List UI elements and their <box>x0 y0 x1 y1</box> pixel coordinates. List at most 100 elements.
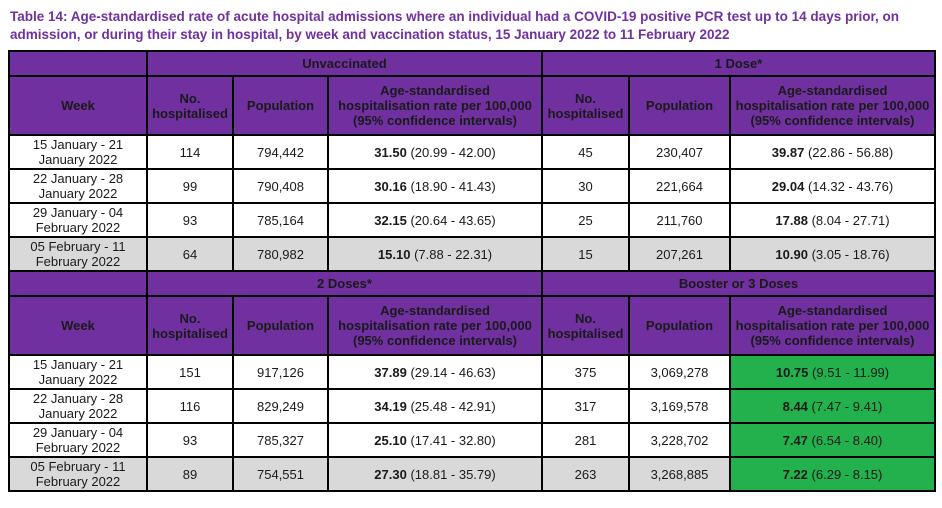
hospitalised-cell: 151 <box>146 354 234 390</box>
population-cell: 785,327 <box>232 422 329 458</box>
rate-value: 10.75 <box>775 364 809 380</box>
population-cell: 780,982 <box>232 236 329 272</box>
group-header-spacer <box>8 50 148 77</box>
population-cell: 794,442 <box>232 134 329 170</box>
rate-value: 15.10 <box>377 246 411 262</box>
rate-ci: (20.99 - 42.00) <box>410 144 496 160</box>
rate-ci: (9.51 - 11.99) <box>812 364 890 380</box>
group-header-spacer <box>8 270 148 297</box>
column-header-row-1: Week No. hospitalised Population Age-sta… <box>8 75 936 136</box>
hospitalised-cell: 317 <box>541 388 630 424</box>
rate-cell: 25.10 (17.41 - 32.80) <box>327 422 543 458</box>
rate-cell: 29.04 (14.32 - 43.76) <box>729 168 936 204</box>
col-header-population: Population <box>232 295 329 356</box>
hospitalised-cell: 99 <box>146 168 234 204</box>
table-row: 29 January - 04 February 2022 93 785,164… <box>8 202 936 238</box>
hospitalised-cell: 25 <box>541 202 630 238</box>
rate-cell: 10.90 (3.05 - 18.76) <box>729 236 936 272</box>
admissions-table: Unvaccinated 1 Dose* Week No. hospitalis… <box>8 50 936 492</box>
hospitalised-cell: 116 <box>146 388 234 424</box>
col-header-hospitalised: No. hospitalised <box>146 295 234 356</box>
population-cell: 207,261 <box>628 236 731 272</box>
rate-ci: (17.41 - 32.80) <box>410 432 496 448</box>
rate-cell-highlighted: 7.22 (6.29 - 8.15) <box>729 456 936 492</box>
hospitalised-cell: 93 <box>146 202 234 238</box>
rate-cell: 17.88 (8.04 - 27.71) <box>729 202 936 238</box>
rate-ci: (3.05 - 18.76) <box>811 246 890 262</box>
rate-ci: (20.64 - 43.65) <box>410 212 496 228</box>
week-cell: 22 January - 28 January 2022 <box>8 168 148 204</box>
group-header-row-2: 2 Doses* Booster or 3 Doses <box>8 270 936 297</box>
table-row: 15 January - 21 January 2022 151 917,126… <box>8 354 936 390</box>
population-cell: 3,069,278 <box>628 354 731 390</box>
group-header-2-doses: 2 Doses* <box>146 270 543 297</box>
rate-value: 27.30 <box>374 466 407 482</box>
rate-cell: 39.87 (22.86 - 56.88) <box>729 134 936 170</box>
table-row: 22 January - 28 January 2022 116 829,249… <box>8 388 936 424</box>
rate-value: 8.44 <box>782 398 808 414</box>
table-row: 15 January - 21 January 2022 114 794,442… <box>8 134 936 170</box>
col-header-population: Population <box>628 75 731 136</box>
rate-cell-highlighted: 7.47 (6.54 - 8.40) <box>729 422 936 458</box>
col-header-week: Week <box>8 295 148 356</box>
population-cell: 785,164 <box>232 202 329 238</box>
population-cell: 917,126 <box>232 354 329 390</box>
col-header-rate: Age-standardised hospitalisation rate pe… <box>327 295 543 356</box>
rate-ci: (29.14 - 46.63) <box>410 364 496 380</box>
rate-value: 34.19 <box>374 398 407 414</box>
rate-cell: 34.19 (25.48 - 42.91) <box>327 388 543 424</box>
population-cell: 754,551 <box>232 456 329 492</box>
rate-ci: (18.81 - 35.79) <box>410 466 496 482</box>
rate-value: 39.87 <box>771 144 805 160</box>
rate-ci: (7.47 - 9.41) <box>811 398 883 414</box>
week-cell: 05 February - 11 February 2022 <box>8 236 148 272</box>
hospitalised-cell: 30 <box>541 168 630 204</box>
rate-value: 10.90 <box>775 246 808 262</box>
rate-ci: (8.04 - 27.71) <box>811 212 890 228</box>
col-header-rate: Age-standardised hospitalisation rate pe… <box>729 295 936 356</box>
rate-ci: (25.48 - 42.91) <box>410 398 496 414</box>
rate-ci: (6.29 - 8.15) <box>811 466 883 482</box>
group-header-1-dose: 1 Dose* <box>541 50 936 77</box>
col-header-hospitalised: No. hospitalised <box>146 75 234 136</box>
rate-value: 17.88 <box>775 212 808 228</box>
col-header-hospitalised: No. hospitalised <box>541 295 630 356</box>
hospitalised-cell: 89 <box>146 456 234 492</box>
week-cell: 05 February - 11 February 2022 <box>8 456 148 492</box>
hospitalised-cell: 64 <box>146 236 234 272</box>
col-header-population: Population <box>232 75 329 136</box>
hospitalised-cell: 15 <box>541 236 630 272</box>
hospitalised-cell: 93 <box>146 422 234 458</box>
population-cell: 230,407 <box>628 134 731 170</box>
rate-value: 30.16 <box>374 178 407 194</box>
week-cell: 29 January - 04 February 2022 <box>8 422 148 458</box>
population-cell: 790,408 <box>232 168 329 204</box>
week-cell: 22 January - 28 January 2022 <box>8 388 148 424</box>
table-row: 29 January - 04 February 2022 93 785,327… <box>8 422 936 458</box>
group-header-row-1: Unvaccinated 1 Dose* <box>8 50 936 77</box>
table-row: 05 February - 11 February 2022 64 780,98… <box>8 236 936 272</box>
col-header-week: Week <box>8 75 148 136</box>
population-cell: 3,268,885 <box>628 456 731 492</box>
week-cell: 15 January - 21 January 2022 <box>8 134 148 170</box>
hospitalised-cell: 375 <box>541 354 630 390</box>
hospitalised-cell: 114 <box>146 134 234 170</box>
group-header-booster: Booster or 3 Doses <box>541 270 936 297</box>
rate-cell: 30.16 (18.90 - 41.43) <box>327 168 543 204</box>
table-title: Table 14: Age-standardised rate of acute… <box>10 9 899 42</box>
rate-value: 31.50 <box>374 144 407 160</box>
group-header-unvaccinated: Unvaccinated <box>146 50 543 77</box>
week-cell: 29 January - 04 February 2022 <box>8 202 148 238</box>
rate-value: 25.10 <box>374 432 407 448</box>
table-row: 22 January - 28 January 2022 99 790,408 … <box>8 168 936 204</box>
rate-value: 7.22 <box>782 466 808 482</box>
col-header-rate: Age-standardised hospitalisation rate pe… <box>729 75 936 136</box>
rate-ci: (18.90 - 41.43) <box>410 178 496 194</box>
hospitalised-cell: 45 <box>541 134 630 170</box>
table-row: 05 February - 11 February 2022 89 754,55… <box>8 456 936 492</box>
rate-ci: (14.32 - 43.76) <box>807 178 894 194</box>
rate-cell: 15.10 (7.88 - 22.31) <box>327 236 543 272</box>
population-cell: 211,760 <box>628 202 731 238</box>
week-cell: 15 January - 21 January 2022 <box>8 354 148 390</box>
column-header-row-2: Week No. hospitalised Population Age-sta… <box>8 295 936 356</box>
